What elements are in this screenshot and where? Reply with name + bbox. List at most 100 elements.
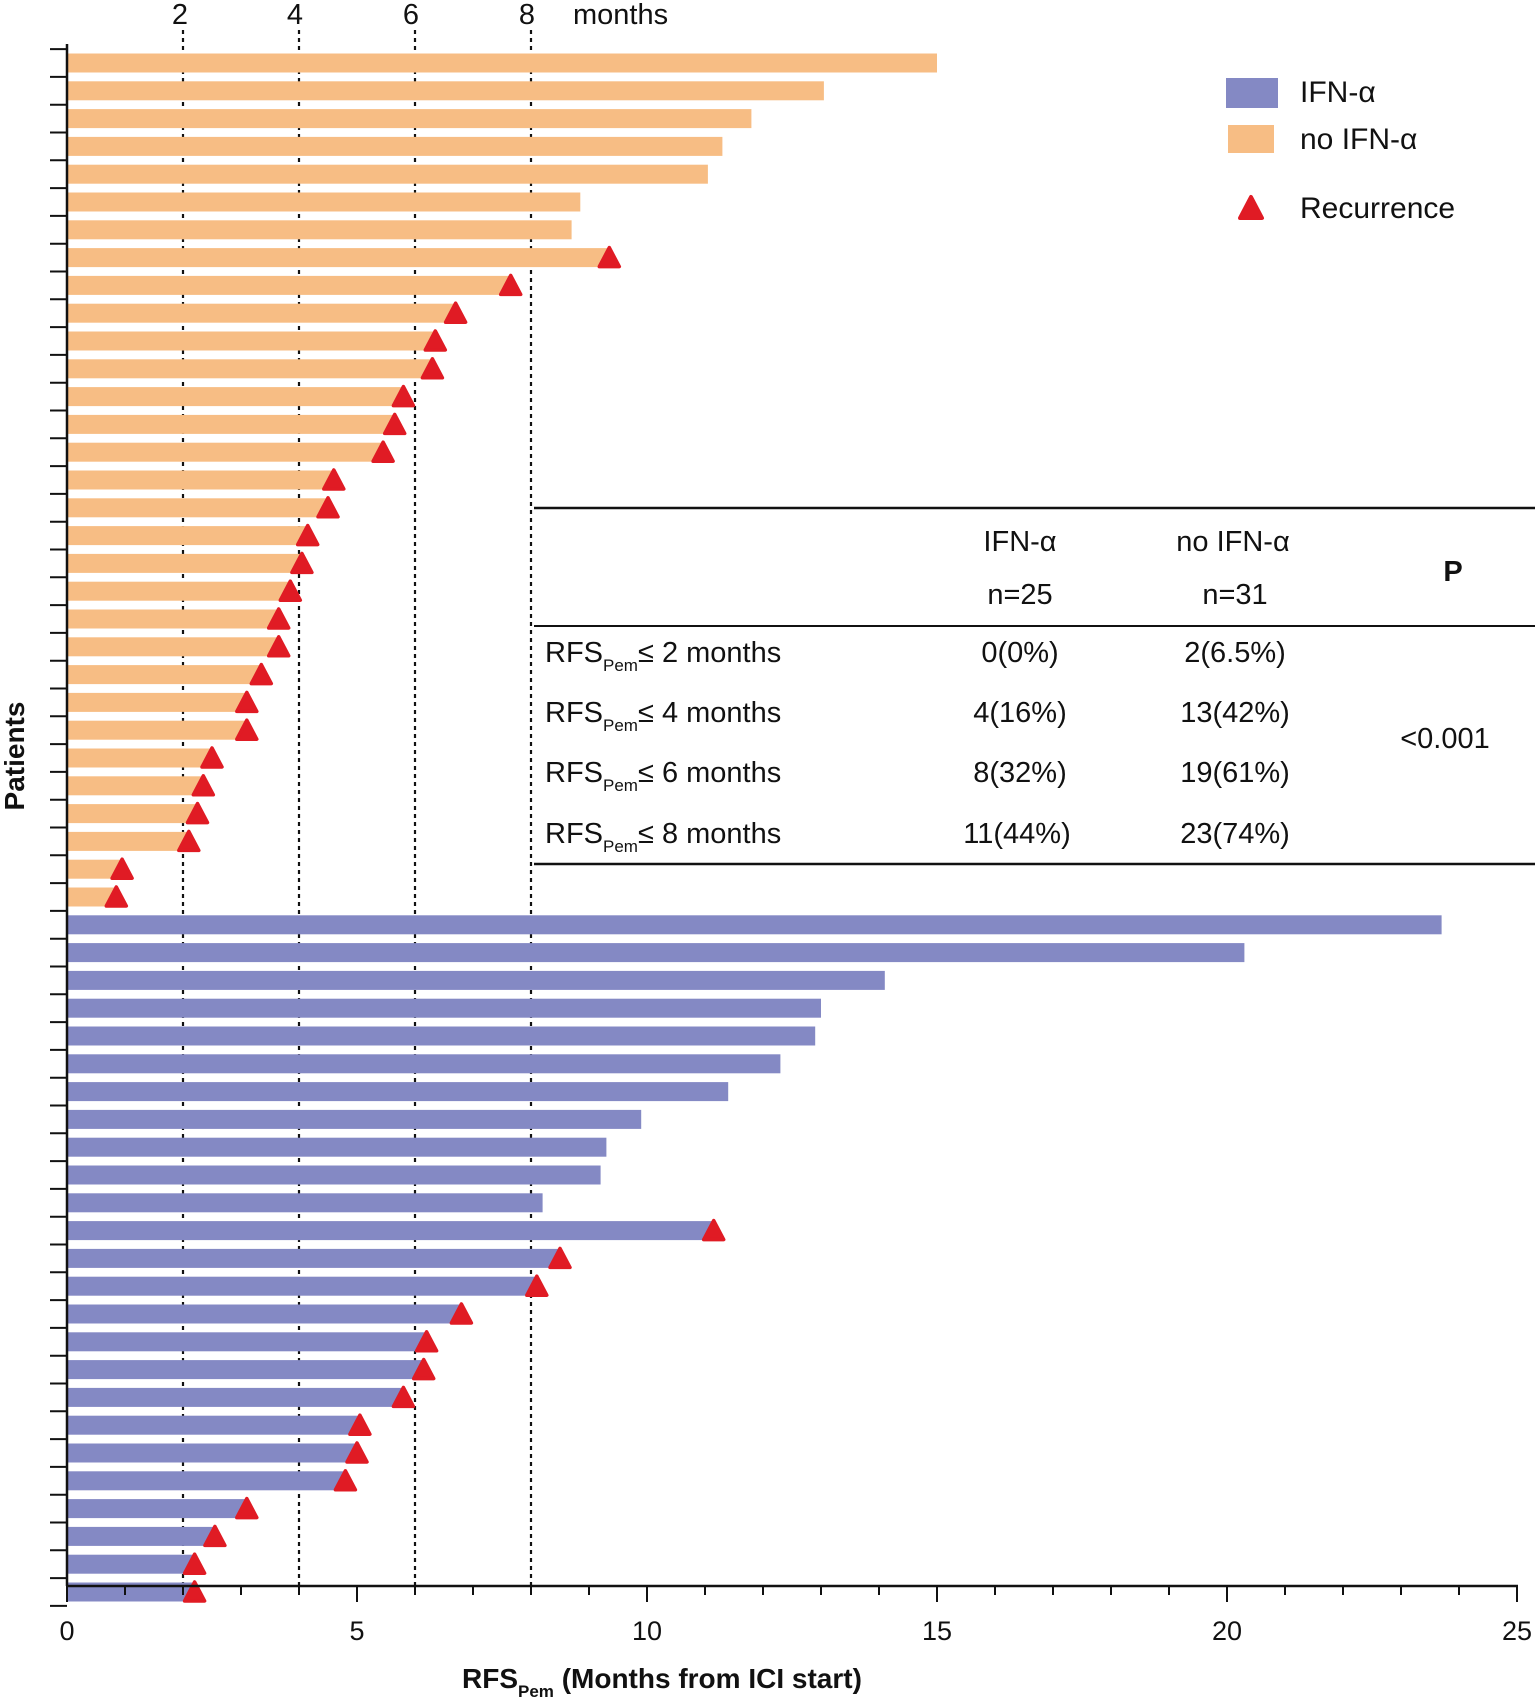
bar-no-ifn-6 xyxy=(67,192,581,212)
axes xyxy=(65,44,1518,1588)
bar-no-ifn-20 xyxy=(67,581,291,601)
bar-ifn-9 xyxy=(67,1137,607,1157)
recurrence-marker xyxy=(548,1246,572,1270)
bar-ifn-22 xyxy=(67,1499,247,1519)
recurrence-marker xyxy=(235,718,259,741)
recurrence-marker xyxy=(443,301,468,324)
recurrence-marker xyxy=(278,579,303,602)
table-row-label: RFSPem≤ 8 months xyxy=(545,818,781,856)
table-cell-no-ifn: 13(42%) xyxy=(1180,697,1290,729)
table-p-value: <0.001 xyxy=(1400,723,1490,755)
bar-no-ifn-10 xyxy=(67,303,456,323)
bar-ifn-11 xyxy=(67,1193,543,1213)
bar-ifn-24 xyxy=(67,1554,195,1574)
recurrence-markers xyxy=(104,245,726,1603)
recurrence-marker xyxy=(295,523,320,547)
recurrence-marker xyxy=(525,1274,549,1297)
table-header-no-ifn: no IFN-α xyxy=(1176,526,1289,558)
bar-no-ifn-19 xyxy=(67,553,302,573)
bar-no-ifn-7 xyxy=(67,220,572,240)
bar-no-ifn-28 xyxy=(67,804,198,824)
bar-ifn-10 xyxy=(67,1165,601,1185)
bar-no-ifn-23 xyxy=(67,665,262,685)
bar-no-ifn-2 xyxy=(67,81,824,101)
ticks xyxy=(50,48,1518,1607)
recurrence-marker xyxy=(182,1580,207,1603)
x-tick-label-5: 5 xyxy=(349,1616,364,1646)
table-row: RFSPem≤ 4 months 4(16%) 13(42%) xyxy=(545,697,1290,735)
bar-no-ifn-15 xyxy=(67,442,384,462)
bar-ifn-1 xyxy=(67,915,1442,935)
bar-ifn-15 xyxy=(67,1304,462,1324)
table-cell-ifn: 8(32%) xyxy=(973,757,1067,789)
table-header-p: P xyxy=(1443,556,1462,588)
recurrence-marker xyxy=(191,774,216,797)
recurrence-marker xyxy=(411,1357,436,1381)
x-axis-title: RFSPem (Months from ICI start) xyxy=(462,1663,862,1699)
recurrence-marker xyxy=(423,329,448,352)
recurrence-marker xyxy=(249,662,274,686)
bar-ifn-12 xyxy=(67,1221,714,1241)
recurrence-marker xyxy=(371,440,395,463)
bar-no-ifn-22 xyxy=(67,637,279,657)
bar-ifn-5 xyxy=(67,1026,816,1046)
recurrence-marker xyxy=(235,1496,259,1520)
bar-no-ifn-29 xyxy=(67,831,189,851)
recurrence-marker xyxy=(391,384,416,408)
x-tick-labels: 0 5 10 15 20 25 xyxy=(59,1616,1532,1646)
table-background xyxy=(534,508,1535,865)
bar-ifn-2 xyxy=(67,943,1245,963)
bar-ifn-17 xyxy=(67,1360,424,1380)
legend: IFN-α no IFN-α Recurrence xyxy=(1226,76,1455,225)
recurrence-marker xyxy=(200,746,224,769)
legend-swatch-no-ifn xyxy=(1228,125,1274,153)
recurrence-marker xyxy=(203,1524,227,1548)
recurrence-marker xyxy=(104,885,129,908)
recurrence-marker xyxy=(177,829,201,853)
recurrence-marker xyxy=(290,551,314,575)
bar-no-ifn-18 xyxy=(67,526,308,546)
table-row: RFSPem≤ 2 months 0(0%) 2(6.5%) xyxy=(545,637,1286,675)
legend-label-recurrence: Recurrence xyxy=(1300,192,1455,225)
recurrence-marker xyxy=(110,857,134,880)
month-label-2: 2 xyxy=(172,0,188,31)
table-cell-no-ifn: 23(74%) xyxy=(1180,818,1290,850)
bar-ifn-6 xyxy=(67,1054,781,1074)
month-labels: 2 4 6 8 months xyxy=(172,0,668,31)
bar-ifn-13 xyxy=(67,1248,560,1268)
bar-no-ifn-5 xyxy=(67,164,708,184)
recurrence-marker xyxy=(382,412,407,436)
table-cell-ifn: 11(44%) xyxy=(963,818,1070,850)
bar-no-ifn-14 xyxy=(67,414,395,434)
table-row: RFSPem≤ 6 months 8(32%) 19(61%) xyxy=(545,757,1290,795)
bar-ifn-21 xyxy=(67,1471,346,1491)
recurrence-marker xyxy=(322,468,346,491)
bar-ifn-16 xyxy=(67,1332,427,1352)
month-unit-label: months xyxy=(573,0,668,31)
recurrence-marker xyxy=(182,1552,207,1575)
bar-no-ifn-9 xyxy=(67,275,511,295)
bar-no-ifn-25 xyxy=(67,720,247,740)
bar-no-ifn-31 xyxy=(67,887,117,907)
recurrence-marker xyxy=(185,801,210,825)
bar-no-ifn-4 xyxy=(67,136,723,156)
bar-ifn-14 xyxy=(67,1276,537,1296)
bar-no-ifn-26 xyxy=(67,748,212,768)
recurrence-marker xyxy=(266,607,291,630)
legend-label-no-ifn: no IFN-α xyxy=(1300,123,1417,156)
legend-label-ifn: IFN-α xyxy=(1300,76,1376,109)
table-row-label: RFSPem≤ 4 months xyxy=(545,697,781,735)
recurrence-marker xyxy=(498,273,523,297)
table-cell-no-ifn: 2(6.5%) xyxy=(1184,637,1286,669)
recurrence-marker xyxy=(235,690,259,714)
recurrence-marker xyxy=(420,357,445,380)
summary-table: IFN-α n=25 no IFN-α n=31 P RFSPem≤ 2 mon… xyxy=(534,506,1535,866)
bar-no-ifn-1 xyxy=(67,53,937,73)
recurrence-marker xyxy=(414,1330,439,1353)
recurrence-marker xyxy=(348,1413,372,1436)
table-row: RFSPem≤ 8 months 11(44%) 23(74%) xyxy=(545,818,1290,856)
recurrence-marker xyxy=(701,1218,726,1242)
recurrence-marker xyxy=(597,245,622,269)
bar-no-ifn-24 xyxy=(67,692,247,712)
